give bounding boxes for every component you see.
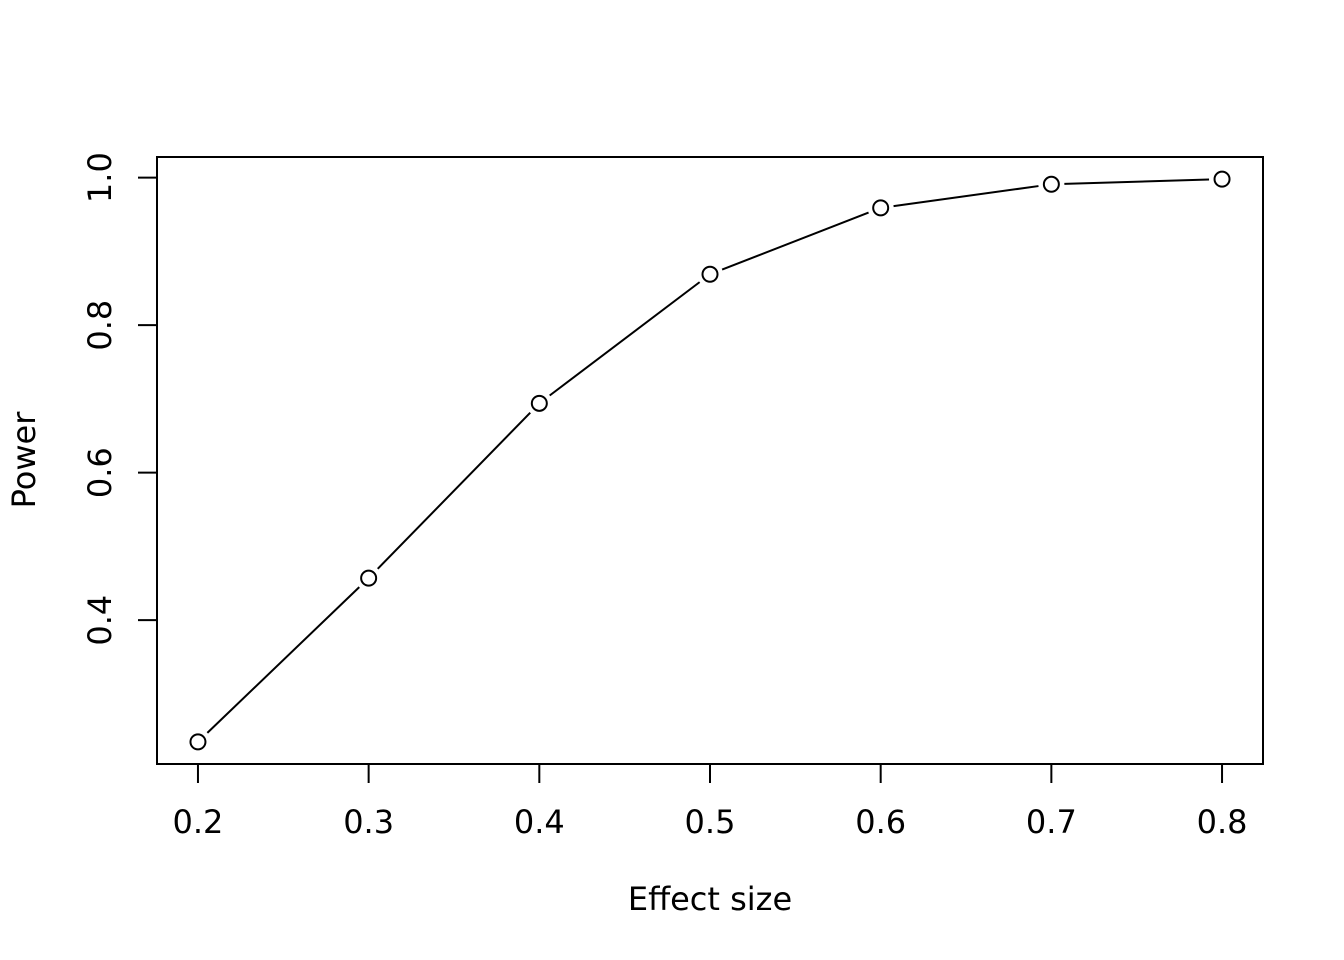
y-axis: 0.4 0.6 0.8 1.0 [81, 152, 158, 646]
y-tick-label: 0.8 [81, 300, 119, 351]
series-line-segment [377, 411, 531, 570]
data-point [530, 394, 548, 412]
x-axis-title: Effect size [628, 880, 792, 918]
x-tick-label: 0.8 [1197, 803, 1248, 841]
x-tick-label: 0.2 [173, 803, 224, 841]
y-tick-label: 0.6 [81, 447, 119, 498]
x-tick-label: 0.5 [685, 803, 736, 841]
data-point [872, 199, 890, 217]
x-tick-label: 0.6 [855, 803, 906, 841]
series-line-segment [721, 211, 869, 271]
x-tick-label: 0.4 [514, 803, 565, 841]
data-point [189, 733, 207, 751]
data-point [1213, 170, 1231, 188]
y-tick-label: 1.0 [81, 152, 119, 203]
x-axis: 0.2 0.3 0.4 0.5 0.6 0.7 0.8 [173, 763, 1248, 841]
y-axis-title: Power [5, 411, 43, 509]
series-line-segment [549, 281, 701, 397]
data-point [701, 265, 719, 283]
series-group [189, 170, 1231, 751]
plot-frame [156, 156, 1264, 765]
series-line-segment [893, 185, 1039, 208]
series-line-segment [1064, 178, 1210, 185]
data-point [360, 569, 378, 587]
x-tick-label: 0.7 [1026, 803, 1077, 841]
x-tick-label: 0.3 [343, 803, 394, 841]
data-point [1042, 175, 1060, 193]
y-tick-label: 0.4 [81, 595, 119, 646]
series-line-segment [206, 586, 360, 734]
